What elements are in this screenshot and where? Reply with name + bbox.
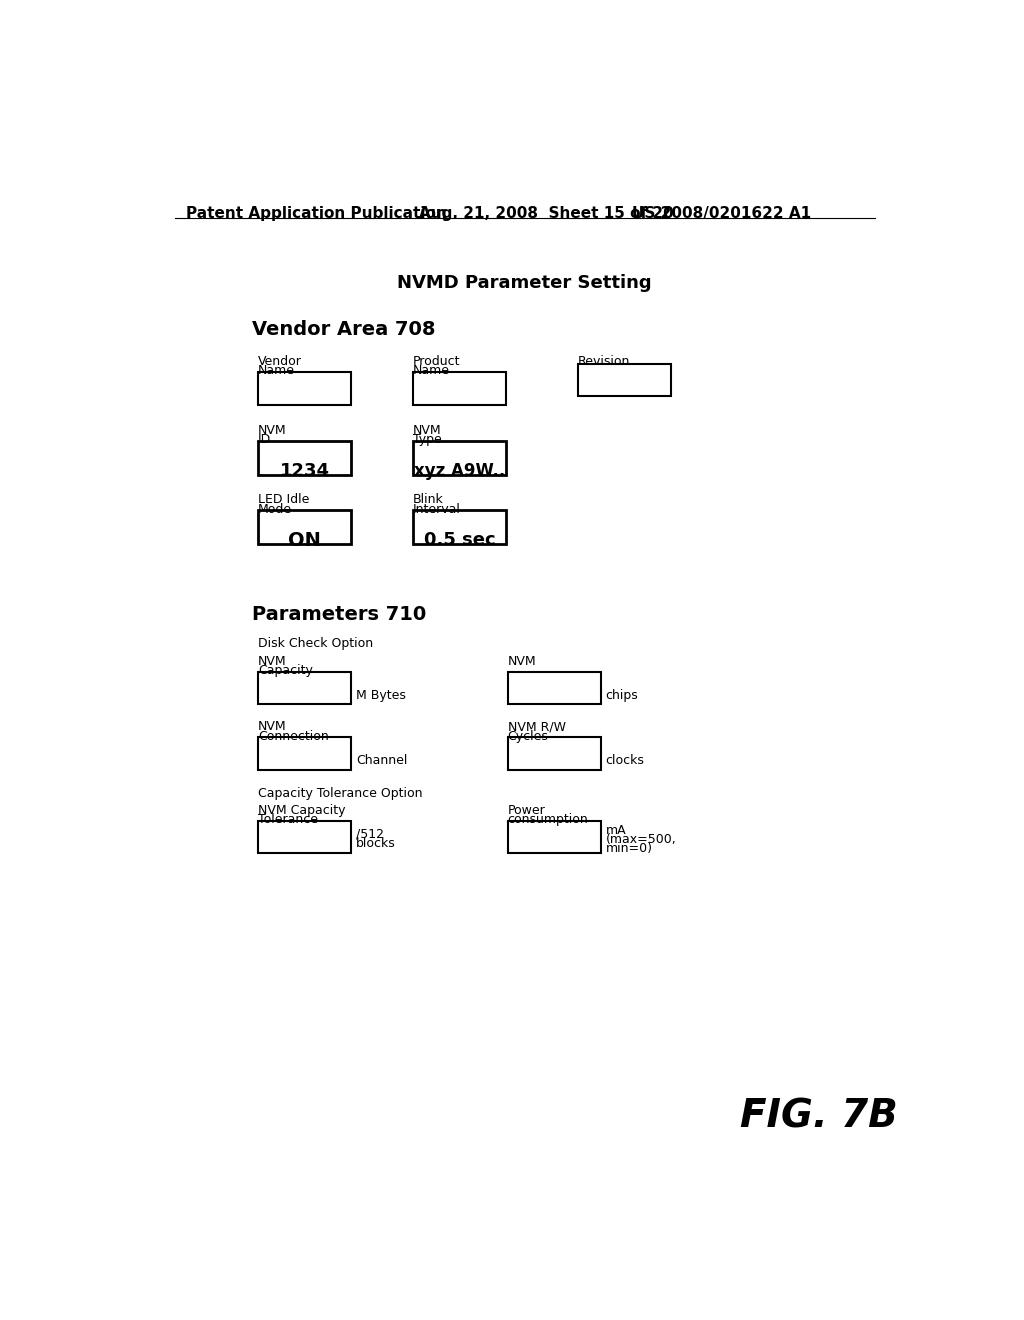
Text: 1234: 1234 <box>280 462 330 479</box>
Bar <box>258 821 351 853</box>
Text: NVM: NVM <box>258 424 287 437</box>
Bar <box>258 441 351 475</box>
Bar <box>508 821 601 853</box>
Text: NVM: NVM <box>258 655 287 668</box>
Text: xyz A9W..: xyz A9W.. <box>414 462 505 479</box>
Text: chips: chips <box>605 689 638 702</box>
Text: Type: Type <box>414 433 442 446</box>
Bar <box>578 364 671 396</box>
Text: ON: ON <box>289 531 322 550</box>
Text: mA: mA <box>605 824 626 837</box>
Text: Power: Power <box>508 804 546 817</box>
Text: NVM R/W: NVM R/W <box>508 721 565 734</box>
Bar <box>414 372 506 405</box>
Text: M Bytes: M Bytes <box>356 689 406 702</box>
Text: consumption: consumption <box>508 813 589 826</box>
Text: US 2008/0201622 A1: US 2008/0201622 A1 <box>632 206 811 222</box>
Text: Vendor Area 708: Vendor Area 708 <box>252 321 435 339</box>
Text: Tolerance: Tolerance <box>258 813 318 826</box>
Bar <box>414 511 506 544</box>
Text: clocks: clocks <box>605 755 644 767</box>
Text: FIG. 7B: FIG. 7B <box>740 1098 898 1135</box>
Bar <box>508 672 601 705</box>
Text: 0.5 sec: 0.5 sec <box>424 531 496 549</box>
Text: Aug. 21, 2008  Sheet 15 of 20: Aug. 21, 2008 Sheet 15 of 20 <box>419 206 674 222</box>
Text: Connection: Connection <box>258 730 329 743</box>
Text: Mode: Mode <box>258 503 292 516</box>
Text: LED Idle: LED Idle <box>258 494 309 507</box>
Bar <box>258 738 351 770</box>
Text: Name: Name <box>414 364 451 378</box>
Text: Capacity Tolerance Option: Capacity Tolerance Option <box>258 788 423 800</box>
Text: ID: ID <box>258 433 271 446</box>
Text: /512: /512 <box>356 828 384 841</box>
Text: blocks: blocks <box>356 837 395 850</box>
Bar <box>258 672 351 705</box>
Text: Patent Application Publication: Patent Application Publication <box>186 206 446 222</box>
Text: Vendor: Vendor <box>258 355 302 368</box>
Text: Product: Product <box>414 355 461 368</box>
Text: NVM: NVM <box>508 655 537 668</box>
Bar <box>508 738 601 770</box>
Text: Revision: Revision <box>578 355 630 368</box>
Text: Parameters 710: Parameters 710 <box>252 605 426 624</box>
Text: NVM Capacity: NVM Capacity <box>258 804 346 817</box>
Bar <box>258 511 351 544</box>
Text: Interval: Interval <box>414 503 461 516</box>
Bar <box>414 441 506 475</box>
Text: (max=500,: (max=500, <box>605 833 676 846</box>
Text: min=0): min=0) <box>605 842 652 855</box>
Text: Name: Name <box>258 364 295 378</box>
Text: NVMD Parameter Setting: NVMD Parameter Setting <box>397 275 652 292</box>
Bar <box>258 372 351 405</box>
Text: Channel: Channel <box>356 755 408 767</box>
Text: Cycles: Cycles <box>508 730 549 743</box>
Text: NVM: NVM <box>258 721 287 734</box>
Text: Blink: Blink <box>414 494 444 507</box>
Text: Disk Check Option: Disk Check Option <box>258 638 374 651</box>
Text: NVM: NVM <box>414 424 441 437</box>
Text: Capacity: Capacity <box>258 664 313 677</box>
